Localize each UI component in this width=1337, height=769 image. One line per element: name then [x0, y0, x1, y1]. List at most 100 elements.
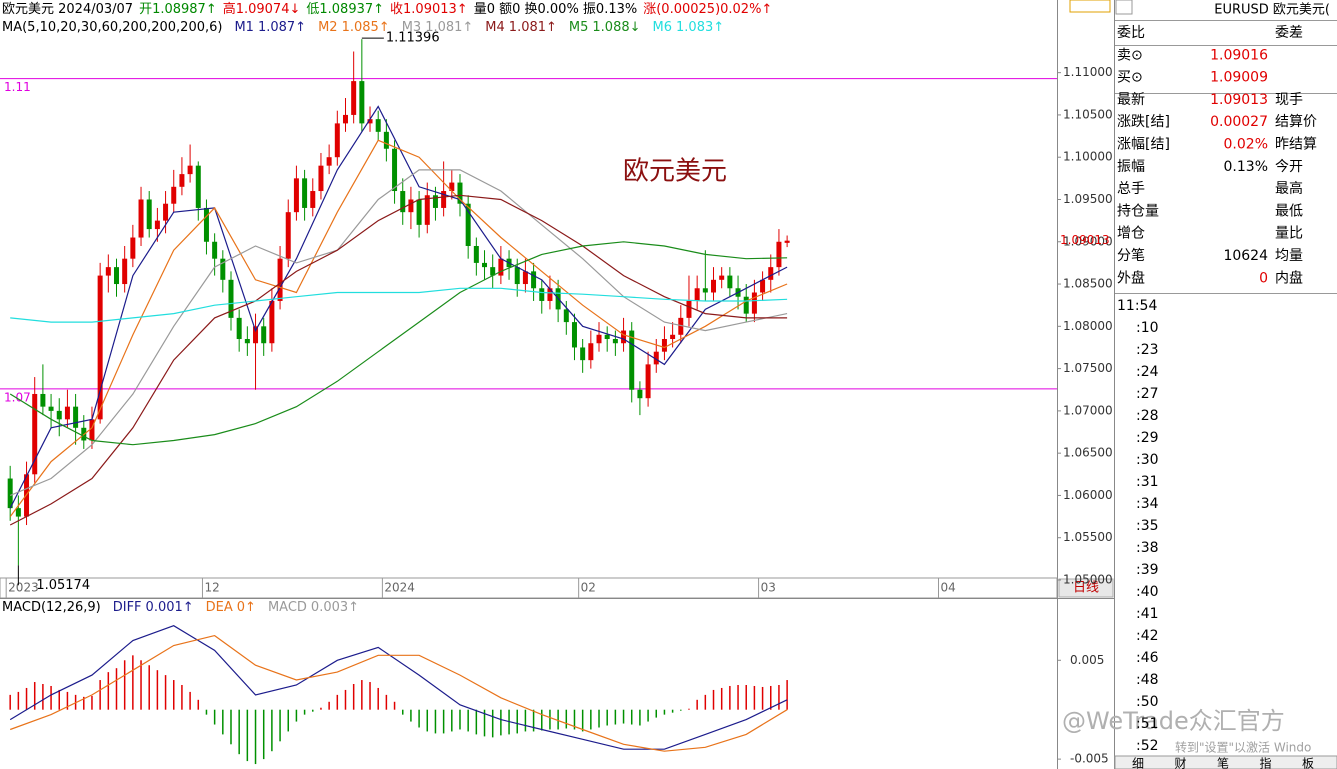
candle-body	[531, 271, 537, 289]
y-tick-label: 0.005	[1070, 653, 1104, 667]
tick-time: :28	[1136, 408, 1159, 424]
tab[interactable]: 板	[1302, 757, 1314, 769]
legend-value: 0↑	[237, 600, 256, 615]
quote-title: EURUSD 欧元美元(	[1214, 3, 1330, 18]
y-tick-label: 1.05000	[1063, 573, 1113, 587]
x-tick-label: 12	[204, 581, 219, 595]
candle-body	[203, 207, 209, 242]
y-tick-label: 1.10000	[1063, 150, 1113, 164]
y-tick-label: 1.08500	[1063, 277, 1113, 291]
candle-body	[195, 165, 201, 208]
candle-body	[596, 334, 602, 344]
quote-value: 0	[1259, 270, 1268, 286]
period-box[interactable]	[1058, 578, 1114, 598]
quote-right-label: 昨结算	[1275, 137, 1317, 153]
x-tick-label: 02	[581, 581, 596, 595]
candle-body	[678, 317, 684, 335]
reference-label: 1.11	[4, 80, 31, 94]
tick-time: 11:54	[1117, 298, 1157, 314]
moving-average	[10, 287, 788, 323]
tick-time: :24	[1136, 364, 1159, 380]
candle-body	[146, 199, 152, 230]
quote-label: 涨幅[结]	[1117, 137, 1170, 153]
candle-body	[359, 81, 365, 124]
candle-body	[302, 178, 308, 208]
candle-body	[163, 203, 169, 221]
candle-body	[719, 275, 725, 280]
y-tick-label: 1.06000	[1063, 488, 1113, 502]
candle-body	[441, 191, 447, 208]
candle-body	[571, 322, 577, 348]
watermark: 欧元美元	[623, 157, 727, 187]
tick-time: :41	[1136, 606, 1159, 622]
candle-body	[727, 275, 733, 289]
candle-body	[539, 288, 545, 301]
moving-average	[9, 194, 788, 526]
tab[interactable]: 财	[1174, 757, 1186, 769]
candle-body	[228, 279, 234, 318]
header-segment: 涨(0.00025)0.02%↑	[643, 2, 772, 17]
quote-value: 0.00027	[1210, 114, 1268, 130]
candle-body	[686, 300, 692, 318]
header-segment: 低1.08937↑	[306, 2, 384, 17]
x-tick-label: 03	[761, 581, 776, 595]
legend-name: MACD	[268, 600, 307, 615]
macd-title: MACD(12,26,9)	[2, 600, 101, 615]
candle-body	[130, 237, 136, 259]
tick-time: :34	[1136, 496, 1159, 512]
corner-box[interactable]	[1069, 0, 1111, 13]
candle-body	[253, 326, 259, 344]
candle-body	[784, 240, 790, 243]
candle-body	[113, 267, 119, 285]
period-label[interactable]: 日线	[1073, 581, 1099, 596]
candle-body	[547, 288, 553, 301]
candle-body	[64, 406, 70, 420]
tab[interactable]: 指	[1259, 756, 1271, 769]
candle-body	[285, 212, 291, 259]
legend-value: 1.088↓	[592, 20, 640, 35]
date-strip	[0, 577, 1058, 599]
legend-name: DEA	[206, 600, 233, 615]
candle-body	[392, 148, 398, 192]
ma-legend: MA(5,10,20,30,60,200,200,200,6) M1 1.087↑ M…	[2, 20, 724, 35]
y-tick-label: 1.07000	[1063, 403, 1113, 417]
reference-label: 1.07	[4, 390, 31, 404]
quote-right-label: 内盘	[1275, 269, 1303, 286]
legend-name: M3	[402, 20, 422, 35]
candle-body	[449, 182, 455, 192]
header-segment: 收1.09013↑	[390, 2, 468, 17]
quote-label: 委比	[1117, 25, 1145, 41]
y-tick-label: 1.10500	[1063, 107, 1113, 121]
min-label: 1.05174	[36, 578, 90, 593]
legend-value: 0.001↑	[146, 600, 194, 615]
quote-value: 0.13%	[1224, 159, 1268, 175]
candle-body	[383, 131, 389, 149]
tab[interactable]: 笔	[1217, 756, 1229, 769]
candle-body	[465, 203, 471, 246]
quote-icon[interactable]	[1115, 0, 1133, 15]
candle-body	[457, 182, 463, 204]
tab[interactable]: 细	[1132, 757, 1144, 769]
candle-body	[629, 330, 635, 390]
quote-right-label: 今开	[1275, 159, 1303, 175]
candle-body	[612, 339, 618, 344]
legend-name: M4	[485, 20, 505, 35]
candle-body	[367, 119, 373, 124]
candle-body	[171, 186, 177, 204]
candle-body	[432, 195, 438, 208]
candle-body	[97, 275, 103, 420]
candle-body	[400, 191, 406, 213]
candle-body	[498, 258, 504, 276]
quote-header	[1116, 0, 1337, 20]
header-info: 欧元美元 2024/03/07 开1.08987↑ 高1.09074↓ 低1.0893…	[2, 1, 772, 17]
candle-body	[424, 195, 430, 225]
candle-body	[269, 300, 275, 344]
candle-body	[154, 220, 160, 230]
quote-label: 买⊙	[1117, 70, 1143, 86]
candle-body	[661, 339, 667, 352]
tick-time: :48	[1136, 672, 1159, 688]
candle-body	[122, 258, 128, 285]
tick-time: :23	[1136, 342, 1159, 358]
legend-value: 1.085↑	[342, 20, 390, 35]
candle-body	[588, 343, 594, 361]
